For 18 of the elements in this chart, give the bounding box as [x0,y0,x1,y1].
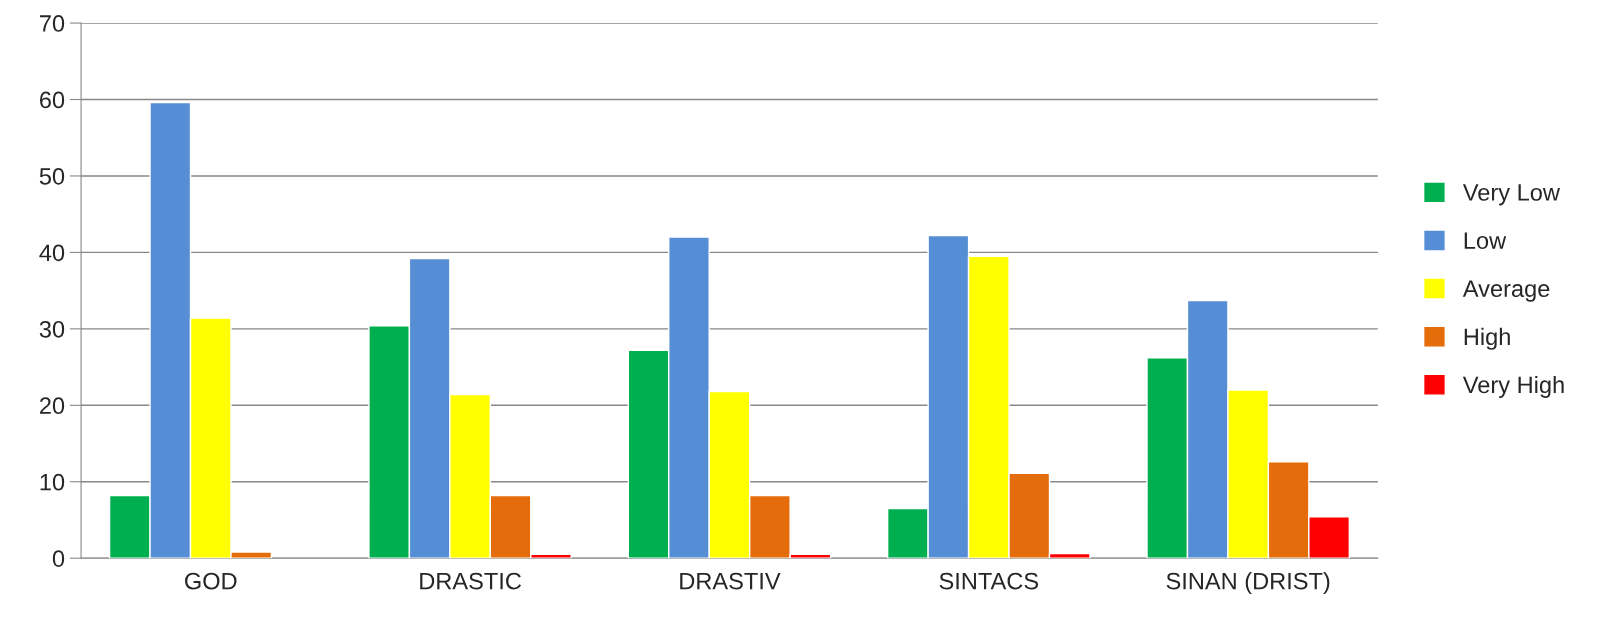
x-tick-label: SINTACS [939,572,1039,590]
y-tick-label: 60 [40,91,65,109]
x-tick-label: DRASTIV [680,572,781,590]
y-tick-label: 0 [52,550,65,567]
y-tick-label: 50 [39,168,65,185]
y-tick-label: 20 [40,397,65,415]
x-tick-label: GOD [185,572,237,590]
x-tick-label: DRASTIC [420,572,522,590]
legend-label: Very High [1462,375,1564,398]
x-tick-label: SINAN (DRIST) [1166,572,1330,595]
legend-label: Very Low [1462,184,1560,206]
legend-label: Low [1464,232,1507,249]
y-tick-label: 10 [40,473,65,491]
y-tick-label: 30 [39,320,65,338]
y-tick-label: 70 [40,15,65,32]
y-tick-label: 40 [39,244,65,262]
legend-label: Average [1462,280,1550,302]
legend-label: High [1464,327,1510,350]
